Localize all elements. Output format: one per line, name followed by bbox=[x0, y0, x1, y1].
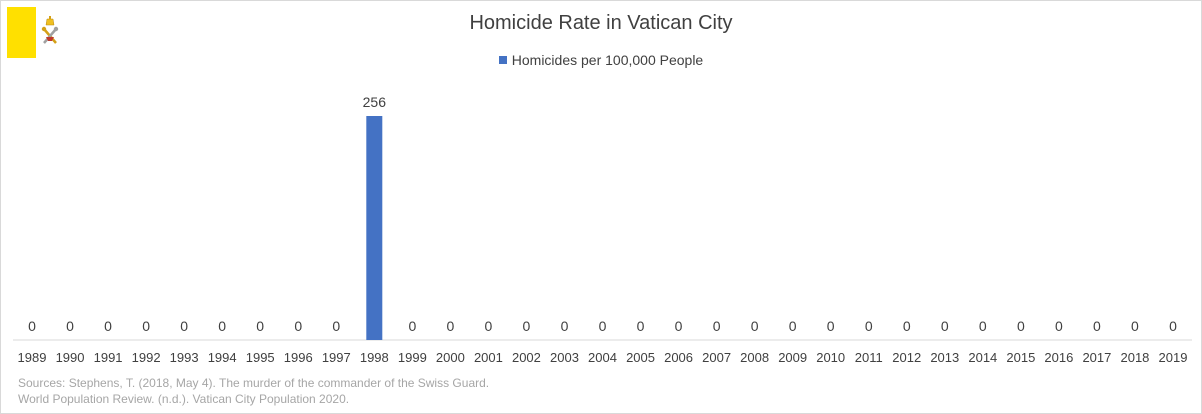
x-tick-label-2001: 2001 bbox=[474, 350, 503, 365]
x-tick-label-2017: 2017 bbox=[1082, 350, 1111, 365]
data-label-1992: 0 bbox=[142, 318, 150, 334]
data-label-2002: 0 bbox=[523, 318, 531, 334]
data-label-1999: 0 bbox=[408, 318, 416, 334]
data-label-2019: 0 bbox=[1169, 318, 1177, 334]
x-tick-label-2016: 2016 bbox=[1044, 350, 1073, 365]
x-tick-label-1994: 1994 bbox=[208, 350, 237, 365]
legend-label: Homicides per 100,000 People bbox=[511, 52, 704, 68]
data-label-1994: 0 bbox=[218, 318, 226, 334]
x-tick-label-1995: 1995 bbox=[246, 350, 275, 365]
x-tick-label-2019: 2019 bbox=[1159, 350, 1188, 365]
x-tick-label-2003: 2003 bbox=[550, 350, 579, 365]
data-label-1996: 0 bbox=[294, 318, 302, 334]
data-label-1989: 0 bbox=[28, 318, 36, 334]
x-tick-label-1991: 1991 bbox=[94, 350, 123, 365]
data-label-2011: 0 bbox=[865, 318, 873, 334]
x-tick-label-2011: 2011 bbox=[855, 350, 883, 365]
legend: Homicides per 100,000 People bbox=[0, 52, 1202, 68]
x-tick-label-2014: 2014 bbox=[968, 350, 997, 365]
data-label-2004: 0 bbox=[599, 318, 607, 334]
x-tick-label-1992: 1992 bbox=[132, 350, 161, 365]
data-label-1990: 0 bbox=[66, 318, 74, 334]
x-tick-label-1996: 1996 bbox=[284, 350, 313, 365]
x-tick-label-2005: 2005 bbox=[626, 350, 655, 365]
data-label-2016: 0 bbox=[1055, 318, 1063, 334]
chart-title: Homicide Rate in Vatican City bbox=[469, 12, 733, 34]
x-tick-label-2015: 2015 bbox=[1006, 350, 1035, 365]
data-label-2005: 0 bbox=[637, 318, 645, 334]
x-tick-label-2010: 2010 bbox=[816, 350, 845, 365]
data-label-2015: 0 bbox=[1017, 318, 1025, 334]
x-tick-label-1989: 1989 bbox=[18, 350, 47, 365]
bar-1998 bbox=[366, 116, 383, 340]
x-tick-label-2009: 2009 bbox=[778, 350, 807, 365]
x-tick-label-1993: 1993 bbox=[170, 350, 199, 365]
data-label-2017: 0 bbox=[1093, 318, 1101, 334]
data-label-1995: 0 bbox=[256, 318, 264, 334]
data-label-2013: 0 bbox=[941, 318, 949, 334]
x-tick-label-2004: 2004 bbox=[588, 350, 617, 365]
data-label-1993: 0 bbox=[180, 318, 188, 334]
x-tick-label-2007: 2007 bbox=[702, 350, 731, 365]
data-label-2018: 0 bbox=[1131, 318, 1139, 334]
data-label-2001: 0 bbox=[485, 318, 493, 334]
data-label-1997: 0 bbox=[332, 318, 340, 334]
data-label-1991: 0 bbox=[104, 318, 112, 334]
x-tick-label-2002: 2002 bbox=[512, 350, 541, 365]
data-label-2012: 0 bbox=[903, 318, 911, 334]
legend-swatch bbox=[498, 56, 507, 64]
x-tick-label-1997: 1997 bbox=[322, 350, 351, 365]
source-line-1: Sources: Stephens, T. (2018, May 4). The… bbox=[18, 376, 490, 390]
x-tick-label-2013: 2013 bbox=[930, 350, 959, 365]
source-line-2: World Population Review. (n.d.). Vatican… bbox=[18, 392, 350, 406]
data-label-2000: 0 bbox=[446, 318, 454, 334]
x-tick-label-2018: 2018 bbox=[1120, 350, 1149, 365]
x-tick-label-1990: 1990 bbox=[56, 350, 85, 365]
vatican-flag-icon bbox=[7, 7, 65, 58]
x-tick-label-1998: 1998 bbox=[360, 350, 389, 365]
x-tick-label-2006: 2006 bbox=[664, 350, 693, 365]
x-tick-label-1999: 1999 bbox=[398, 350, 427, 365]
data-label-2006: 0 bbox=[675, 318, 683, 334]
data-label-2010: 0 bbox=[827, 318, 835, 334]
data-label-2009: 0 bbox=[789, 318, 797, 334]
data-label-1998: 256 bbox=[363, 94, 387, 110]
x-tick-label-2008: 2008 bbox=[740, 350, 769, 365]
data-label-2003: 0 bbox=[561, 318, 569, 334]
data-label-2007: 0 bbox=[713, 318, 721, 334]
data-label-2014: 0 bbox=[979, 318, 987, 334]
x-tick-label-2000: 2000 bbox=[436, 350, 465, 365]
data-label-2008: 0 bbox=[751, 318, 759, 334]
x-tick-label-2012: 2012 bbox=[892, 350, 921, 365]
